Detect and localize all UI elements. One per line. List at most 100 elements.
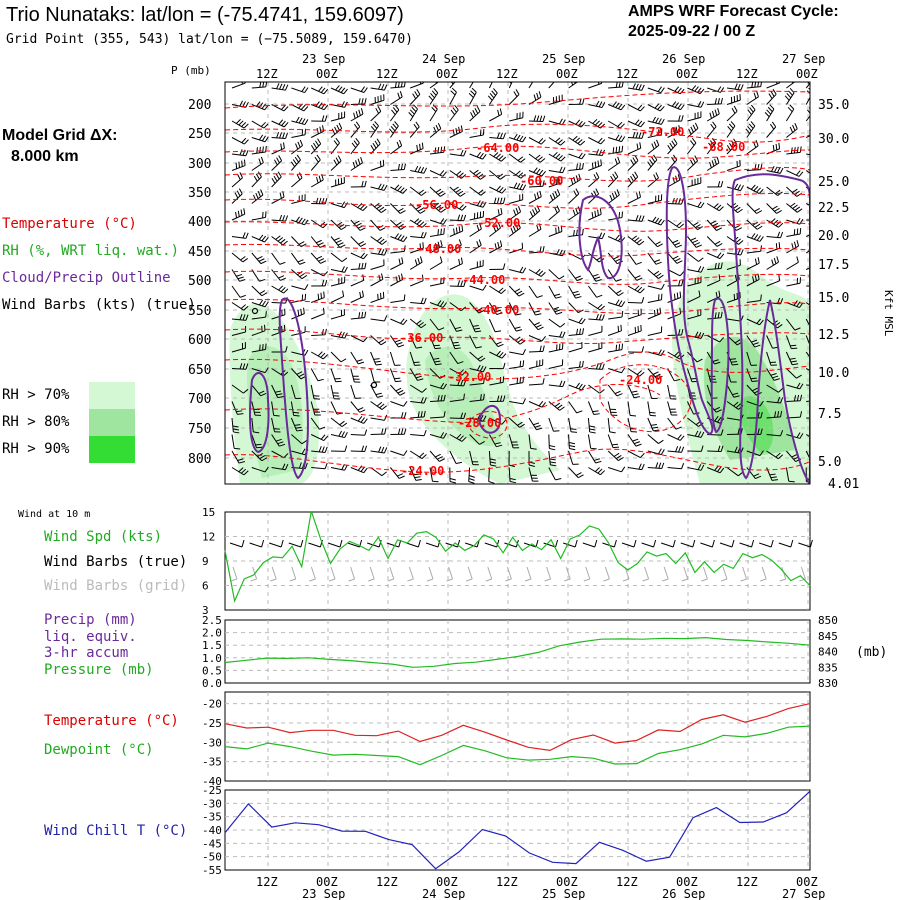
- wind-barb: [568, 382, 586, 391]
- day-tick-label: 24 Sep: [422, 887, 465, 900]
- wind-barb-grid: [387, 566, 395, 582]
- day-tick-label: 24 Sep: [422, 52, 465, 66]
- contour-labels: -72.00 -68.00 -64.00 -60.00 -56.00 -52.0…: [400, 125, 745, 478]
- wind-barb-grid: [309, 566, 316, 582]
- wind-barb: [509, 182, 527, 191]
- time-tick-label: 12Z: [376, 67, 398, 81]
- wind-barb: [627, 171, 639, 188]
- wind-barb: [687, 331, 705, 339]
- wind-barb: [488, 302, 503, 315]
- wind-barb: [608, 367, 626, 374]
- wind-barb: [548, 225, 563, 237]
- wind-barb: [707, 311, 723, 320]
- wind-barb: [291, 434, 308, 445]
- legend-precip-liq: liq. equiv.: [44, 629, 137, 645]
- wind-barb: [409, 351, 421, 366]
- wind-barb: [311, 328, 327, 336]
- wind-barb: [291, 116, 309, 126]
- wind-barb: [568, 228, 584, 237]
- cloud-upper: [578, 195, 623, 280]
- wind-barb: [370, 219, 386, 231]
- wind-barb: [251, 120, 269, 129]
- wind-barb: [251, 466, 269, 473]
- contour-72: [225, 90, 810, 109]
- wind-barb: [588, 467, 606, 476]
- wind-barb: [726, 83, 744, 91]
- wind-barb: [388, 121, 399, 138]
- wind-barb: [528, 190, 542, 204]
- wind-barb: [548, 82, 555, 89]
- wind-barb: [370, 428, 387, 435]
- legend-rh70-label: RH > 70%: [2, 387, 70, 403]
- wind-barb: [449, 393, 465, 402]
- wind-barb: [548, 318, 566, 328]
- wind-barb: [647, 349, 665, 357]
- legend-pressure: Pressure (mb): [44, 662, 154, 678]
- wind-barb: [390, 91, 403, 105]
- rh-region-mid: [406, 294, 560, 484]
- wind-barb: [449, 450, 463, 465]
- wind-barb: [568, 152, 586, 160]
- wind-barb-10m: [327, 539, 343, 548]
- wind-barb: [607, 120, 625, 129]
- wind-barb: [410, 274, 424, 287]
- wind-barb: [667, 417, 682, 430]
- wind-barb: [310, 173, 324, 188]
- wind-barb: [271, 142, 285, 155]
- wind-barb: [687, 252, 704, 262]
- wind-barb: [528, 345, 545, 353]
- wind-barb: [627, 142, 642, 155]
- contour-68: [225, 123, 810, 143]
- contour-label-40: -40.00: [476, 303, 519, 317]
- contour-24a: [599, 364, 692, 433]
- wind-barb: [350, 401, 366, 413]
- wind-barb: [311, 197, 328, 205]
- panel-tick-label-right: 840: [818, 646, 838, 659]
- wind-barb-10m: [778, 539, 794, 548]
- wind-barb-grid: [348, 566, 356, 582]
- wind-barb: [350, 445, 368, 453]
- wind-barb: [231, 159, 246, 171]
- wind-barb-grid: [505, 566, 512, 582]
- wind-barb: [449, 467, 456, 484]
- wind-barb: [449, 186, 466, 197]
- wind-barb: [608, 466, 626, 473]
- cloud-mid: [478, 404, 502, 434]
- wind-barb: [667, 236, 683, 248]
- wind-barb: [251, 234, 269, 243]
- wind-barb: [389, 104, 400, 122]
- wind-barb: [390, 233, 408, 243]
- wind-barb: [568, 434, 576, 451]
- wind-barb: [766, 410, 783, 419]
- wind-barb: [271, 285, 289, 294]
- wind-barb: [350, 274, 365, 287]
- wind-barb: [370, 83, 388, 91]
- panel-tick-label: -45: [202, 837, 222, 850]
- wind-barb: [707, 262, 723, 270]
- wind-barb: [509, 111, 524, 122]
- wind-barb: [409, 450, 427, 459]
- wind-barb: [429, 240, 443, 254]
- wind-barb: [231, 208, 246, 221]
- wind-barb: [389, 368, 402, 383]
- wind-barb: [449, 149, 467, 157]
- kft-ticks: 35.0 30.0 25.0 22.5 20.0 17.5 15.0 12.5 10.0 7.5 5…: [818, 98, 859, 492]
- model-grid-value: 8.000 km: [11, 148, 79, 165]
- wind-barb: [608, 310, 624, 320]
- wind-barb: [608, 145, 624, 155]
- wind-barb-grid: [720, 566, 728, 582]
- wind-barb: [310, 417, 326, 430]
- wind-barb: [390, 401, 408, 407]
- wind-barb: [687, 430, 705, 438]
- wind-barb: [449, 302, 467, 312]
- legend-wind-barbs-true: Wind Barbs (true): [44, 554, 188, 570]
- panel-tick-label: 1.0: [202, 652, 222, 665]
- wind-barb: [489, 207, 503, 221]
- wind-barb-grid: [328, 566, 336, 582]
- wind-barb: [548, 450, 557, 467]
- wind-barb: [667, 434, 685, 441]
- wind-barb: [330, 201, 348, 209]
- wind-barb: [627, 401, 637, 417]
- legend-wind-barbs: Wind Barbs (kts) (true): [2, 297, 196, 313]
- wind-barb: [607, 434, 620, 449]
